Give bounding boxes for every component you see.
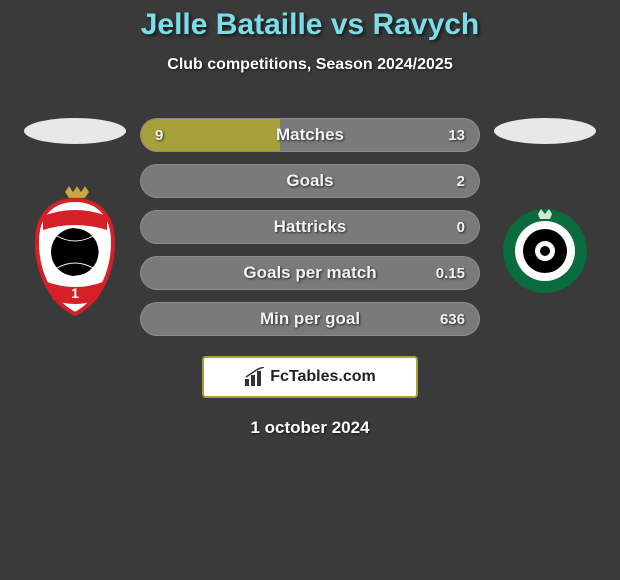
bar-value-right: 0.15 <box>436 257 465 289</box>
cercle-badge-icon <box>500 206 590 296</box>
bar-label: Min per goal <box>141 303 479 335</box>
bar-label: Matches <box>141 119 479 151</box>
stat-bar: Goals per match0.15 <box>140 256 480 290</box>
bar-label: Goals per match <box>141 257 479 289</box>
bar-label: Hattricks <box>141 211 479 243</box>
brand-text: FcTables.com <box>270 368 376 386</box>
comparison-infographic: Jelle Bataille vs Ravych Club competitio… <box>0 0 620 438</box>
main-row: 1 Matches9 13 Goals2 Hattricks0 Goals per ma… <box>0 118 620 336</box>
player-photo-placeholder-left <box>24 118 126 144</box>
bar-label: Goals <box>141 165 479 197</box>
brand-badge[interactable]: FcTables.com <box>202 356 418 398</box>
stat-bar: Matches9 13 <box>140 118 480 152</box>
right-club-badge <box>495 186 595 316</box>
player-photo-placeholder-right <box>494 118 596 144</box>
stat-bar: Min per goal636 <box>140 302 480 336</box>
svg-text:1: 1 <box>71 285 79 301</box>
stat-bar: Hattricks0 <box>140 210 480 244</box>
right-player-col <box>490 118 600 316</box>
left-club-badge: 1 <box>25 186 125 316</box>
bar-value-right: 2 <box>457 165 465 197</box>
chart-icon <box>244 367 266 387</box>
bar-value-left: 9 <box>155 119 163 151</box>
page-subtitle: Club competitions, Season 2024/2025 <box>0 56 620 74</box>
bar-value-right: 636 <box>440 303 465 335</box>
page-title: Jelle Bataille vs Ravych <box>0 8 620 42</box>
bar-value-right: 13 <box>448 119 465 151</box>
date-text: 1 october 2024 <box>0 418 620 438</box>
left-player-col: 1 <box>20 118 130 316</box>
stat-bar: Goals2 <box>140 164 480 198</box>
stat-bars: Matches9 13 Goals2 Hattricks0 Goals per matc… <box>140 118 480 336</box>
bar-value-right: 0 <box>457 211 465 243</box>
antwerp-badge-icon: 1 <box>25 186 125 316</box>
